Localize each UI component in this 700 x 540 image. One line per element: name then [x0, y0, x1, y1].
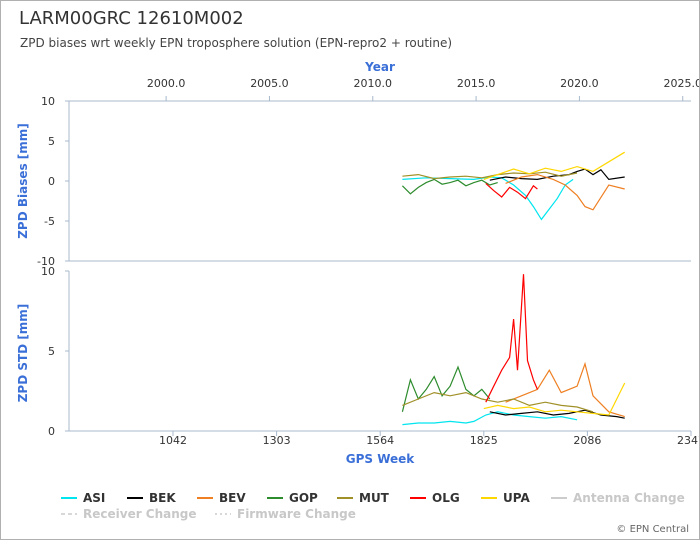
- bias-series-gop: [401, 178, 498, 195]
- year-tick-label: 2015.0: [457, 77, 496, 90]
- axis-ticks: 1050-5-101050104213031564182520862347200…: [37, 77, 700, 447]
- bias-series-bev: [505, 173, 625, 211]
- legend-label-receiver-change: Receiver Change: [83, 507, 197, 521]
- legend-label-bek: BEK: [149, 491, 176, 505]
- bias-ytick-label: 5: [48, 135, 55, 148]
- top-axis-title: Year: [364, 60, 395, 74]
- year-tick-label: 2000.0: [147, 77, 186, 90]
- gps-week-tick-label: 1303: [263, 434, 291, 447]
- bias-ytick-label: -5: [44, 215, 55, 228]
- gps-week-tick-label: 1042: [159, 434, 187, 447]
- std-series-gop: [401, 365, 491, 412]
- bias-ytick-label: 10: [41, 95, 55, 108]
- legend-label-firmware-change: Firmware Change: [237, 507, 356, 521]
- legend-label-bev: BEV: [219, 491, 246, 505]
- std-series-mut: [402, 391, 594, 413]
- year-tick-label: 2005.0: [250, 77, 289, 90]
- gps-week-tick-label: 1564: [366, 434, 394, 447]
- bias-ytick-label: -10: [37, 255, 55, 268]
- legend-label-mut: MUT: [359, 491, 390, 505]
- x-axis-title: GPS Week: [346, 452, 416, 466]
- credit-label: © EPN Central: [616, 524, 689, 535]
- bias-y-axis-title: ZPD Biases [mm]: [16, 123, 30, 239]
- bias-plot-area: [401, 151, 626, 221]
- gps-week-tick-label: 2347: [677, 434, 700, 447]
- legend-label-antenna-change: Antenna Change: [573, 491, 685, 505]
- std-series-bev: [505, 361, 625, 418]
- std-series-asi: [402, 411, 578, 426]
- bias-series-mut: [402, 171, 578, 180]
- std-plot-area: [401, 274, 626, 426]
- std-series-olg: [485, 274, 538, 403]
- legend-label-gop: GOP: [289, 491, 318, 505]
- bias-series-upa: [483, 151, 626, 180]
- legend-label-olg: OLG: [432, 491, 460, 505]
- std-ytick-label: 10: [41, 265, 55, 278]
- chart-title: LARM00GRC 12610M002: [19, 8, 244, 29]
- legend: ASI BEK BEV GOP MUT OLG UPA Antenna Change Recei…: [61, 491, 685, 521]
- bias-ytick-label: 0: [48, 175, 55, 188]
- std-ytick-label: 0: [48, 425, 55, 438]
- year-tick-label: 2010.0: [354, 77, 393, 90]
- std-y-axis-title: ZPD STD [mm]: [16, 304, 30, 403]
- top-panel: [68, 100, 691, 262]
- std-series-upa: [483, 382, 626, 416]
- legend-label-asi: ASI: [83, 491, 105, 505]
- bias-series-asi: [402, 176, 574, 221]
- legend-label-upa: UPA: [503, 491, 530, 505]
- gps-week-tick-label: 2086: [573, 434, 601, 447]
- bottom-panel: [68, 271, 691, 432]
- year-tick-label: 2020.0: [560, 77, 599, 90]
- bias-series-olg: [485, 182, 538, 200]
- year-tick-label: 2025.0: [663, 77, 700, 90]
- chart-subtitle: ZPD biases wrt weekly EPN troposphere so…: [20, 36, 453, 50]
- std-series-bek: [489, 409, 625, 419]
- gps-week-tick-label: 1825: [470, 434, 498, 447]
- std-ytick-label: 5: [48, 345, 55, 358]
